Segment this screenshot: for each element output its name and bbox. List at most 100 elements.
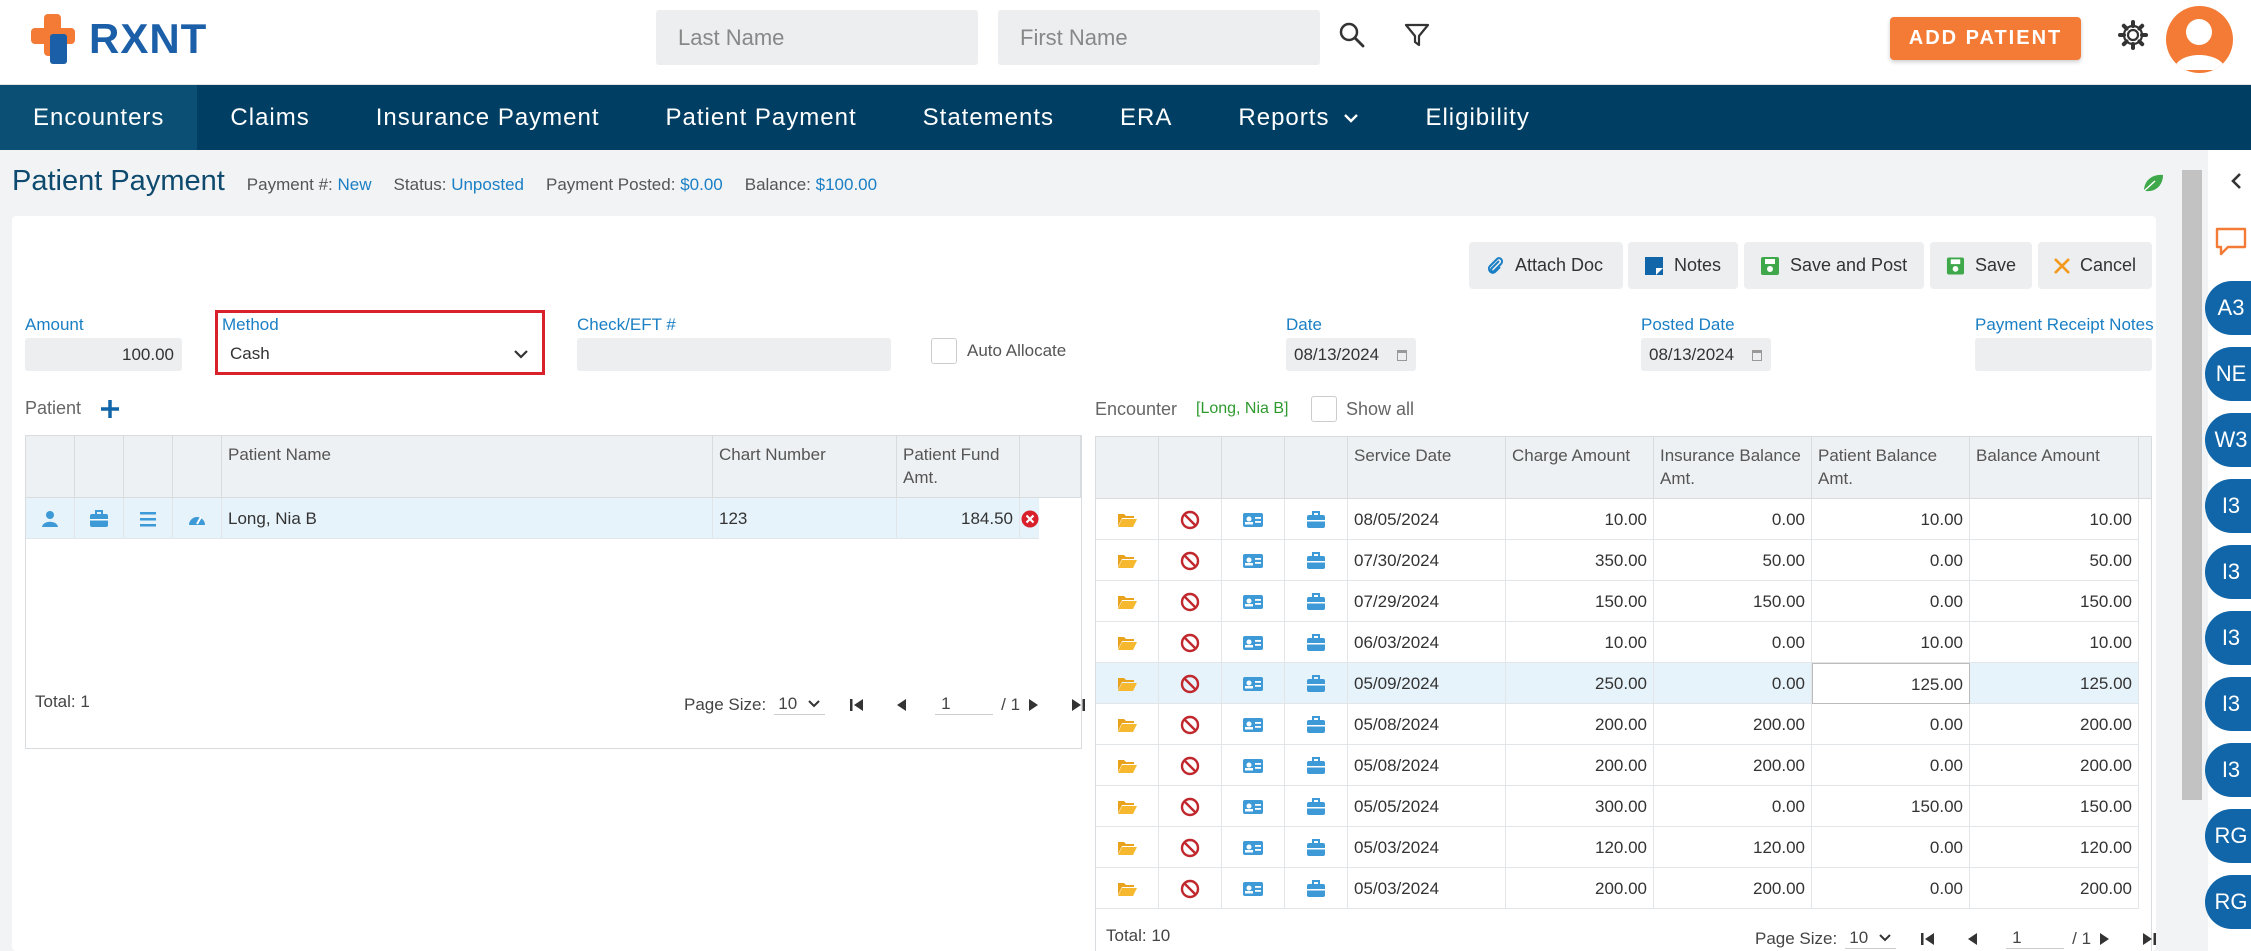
nav-statements[interactable]: Statements — [922, 104, 1055, 131]
void-circle-icon[interactable] — [1159, 581, 1222, 622]
nav-reports[interactable]: Reports — [1205, 85, 1392, 150]
show-all-checkbox[interactable] — [1311, 396, 1337, 422]
briefcase-icon[interactable] — [1285, 540, 1348, 581]
patient-row[interactable]: Long, Nia B 123 184.50 — [26, 498, 1039, 539]
next-page-icon[interactable] — [2099, 932, 2111, 946]
posted-date-input[interactable]: 08/13/2024 — [1641, 338, 1771, 371]
open-folder-icon[interactable] — [1096, 868, 1159, 909]
briefcase-icon[interactable] — [1285, 745, 1348, 786]
briefcase-icon[interactable] — [1285, 499, 1348, 540]
patient-list-icon[interactable] — [124, 498, 173, 539]
open-folder-icon[interactable] — [1096, 581, 1159, 622]
contact-card-icon[interactable] — [1222, 663, 1285, 704]
page-scrollbar-thumb[interactable] — [2182, 170, 2202, 800]
open-folder-icon[interactable] — [1096, 745, 1159, 786]
nav-encounters[interactable]: Encounters — [0, 85, 198, 150]
first-name-search-input[interactable] — [998, 10, 1320, 65]
void-circle-icon[interactable] — [1159, 745, 1222, 786]
calendar-icon[interactable] — [1396, 348, 1408, 362]
encounter-row[interactable]: 06/03/2024 10.00 0.00 10.00 10.00 — [1096, 622, 2139, 663]
prev-page-icon[interactable] — [1966, 932, 1978, 946]
patient-insurance-icon[interactable] — [75, 498, 124, 539]
nav-era[interactable]: ERA — [1120, 104, 1173, 131]
next-page-icon[interactable] — [1028, 698, 1040, 712]
patient-profile-icon[interactable] — [26, 498, 75, 539]
briefcase-icon[interactable] — [1285, 827, 1348, 868]
nav-claims[interactable]: Claims — [230, 104, 310, 131]
user-badge[interactable]: I3 — [2205, 743, 2251, 797]
open-folder-icon[interactable] — [1096, 622, 1159, 663]
receipt-notes-input[interactable] — [1975, 338, 2152, 371]
void-circle-icon[interactable] — [1159, 499, 1222, 540]
contact-card-icon[interactable] — [1222, 827, 1285, 868]
contact-card-icon[interactable] — [1222, 745, 1285, 786]
settings-gear-icon[interactable] — [2117, 19, 2149, 51]
contact-card-icon[interactable] — [1222, 868, 1285, 909]
header-charge-amount[interactable]: Charge Amount — [1506, 437, 1654, 498]
header-patient-fund[interactable]: Patient Fund Amt. — [897, 436, 1020, 497]
page-size-select[interactable]: 10 — [774, 694, 826, 715]
user-badge[interactable]: NE — [2205, 347, 2251, 401]
encounter-row[interactable]: 05/03/2024 200.00 200.00 0.00 200.00 — [1096, 868, 2139, 909]
calendar-icon[interactable] — [1751, 348, 1763, 362]
user-badge[interactable]: W3 — [2205, 413, 2251, 467]
remove-patient-icon[interactable] — [1020, 498, 1039, 539]
header-patient-name[interactable]: Patient Name — [222, 436, 713, 497]
void-circle-icon[interactable] — [1159, 827, 1222, 868]
last-page-icon[interactable] — [1070, 698, 1086, 712]
amount-input[interactable]: 100.00 — [25, 338, 182, 371]
patient-balance-cell[interactable]: 0.00 — [1812, 540, 1970, 581]
first-page-icon[interactable] — [849, 698, 865, 712]
user-avatar[interactable] — [2166, 6, 2233, 73]
patient-balance-cell[interactable]: 0.00 — [1812, 868, 1970, 909]
void-circle-icon[interactable] — [1159, 663, 1222, 704]
auto-allocate-checkbox[interactable] — [931, 338, 957, 364]
user-badge[interactable]: I3 — [2205, 479, 2251, 533]
patient-balance-cell[interactable]: 0.00 — [1812, 581, 1970, 622]
nav-eligibility[interactable]: Eligibility — [1425, 104, 1530, 131]
patient-balance-cell[interactable]: 10.00 — [1812, 622, 1970, 663]
user-badge[interactable]: RG — [2205, 875, 2251, 929]
patient-dashboard-icon[interactable] — [173, 498, 222, 539]
encounter-row[interactable]: 08/05/2024 10.00 0.00 10.00 10.00 — [1096, 499, 2139, 540]
page-number-input[interactable]: 1 — [2006, 928, 2065, 949]
void-circle-icon[interactable] — [1159, 868, 1222, 909]
header-chart-number[interactable]: Chart Number — [713, 436, 897, 497]
briefcase-icon[interactable] — [1285, 704, 1348, 745]
check-eft-input[interactable] — [577, 338, 891, 371]
save-and-post-button[interactable]: Save and Post — [1744, 242, 1924, 289]
void-circle-icon[interactable] — [1159, 786, 1222, 827]
void-circle-icon[interactable] — [1159, 622, 1222, 663]
user-badge[interactable]: I3 — [2205, 545, 2251, 599]
rxnt-logo[interactable]: RXNT — [31, 12, 207, 66]
nav-patient-payment[interactable]: Patient Payment — [665, 104, 857, 131]
open-folder-icon[interactable] — [1096, 704, 1159, 745]
leaf-icon[interactable] — [2141, 172, 2165, 194]
briefcase-icon[interactable] — [1285, 581, 1348, 622]
void-circle-icon[interactable] — [1159, 704, 1222, 745]
last-page-icon[interactable] — [2141, 932, 2157, 946]
header-insurance-balance[interactable]: Insurance Balance Amt. — [1654, 437, 1812, 498]
patient-balance-cell[interactable]: 125.00 — [1812, 663, 1970, 704]
date-input[interactable]: 08/13/2024 — [1286, 338, 1416, 371]
void-circle-icon[interactable] — [1159, 540, 1222, 581]
briefcase-icon[interactable] — [1285, 622, 1348, 663]
add-patient-plus-icon[interactable] — [99, 398, 121, 420]
encounter-row[interactable]: 05/05/2024 300.00 0.00 150.00 150.00 — [1096, 786, 2139, 827]
filter-icon[interactable] — [1402, 20, 1432, 50]
encounter-row[interactable]: 05/09/2024 250.00 0.00 125.00 125.00 — [1096, 663, 2139, 704]
prev-page-icon[interactable] — [895, 698, 907, 712]
header-patient-balance[interactable]: Patient Balance Amt. — [1812, 437, 1970, 498]
patient-balance-cell[interactable]: 10.00 — [1812, 499, 1970, 540]
add-patient-button[interactable]: ADD PATIENT — [1890, 17, 2081, 60]
header-service-date[interactable]: Service Date — [1348, 437, 1506, 498]
open-folder-icon[interactable] — [1096, 540, 1159, 581]
contact-card-icon[interactable] — [1222, 622, 1285, 663]
page-size-select[interactable]: 10 — [1845, 928, 1897, 949]
cancel-button[interactable]: Cancel — [2038, 242, 2152, 289]
contact-card-icon[interactable] — [1222, 704, 1285, 745]
open-folder-icon[interactable] — [1096, 786, 1159, 827]
nav-insurance-payment[interactable]: Insurance Payment — [375, 104, 600, 131]
open-folder-icon[interactable] — [1096, 827, 1159, 868]
briefcase-icon[interactable] — [1285, 868, 1348, 909]
